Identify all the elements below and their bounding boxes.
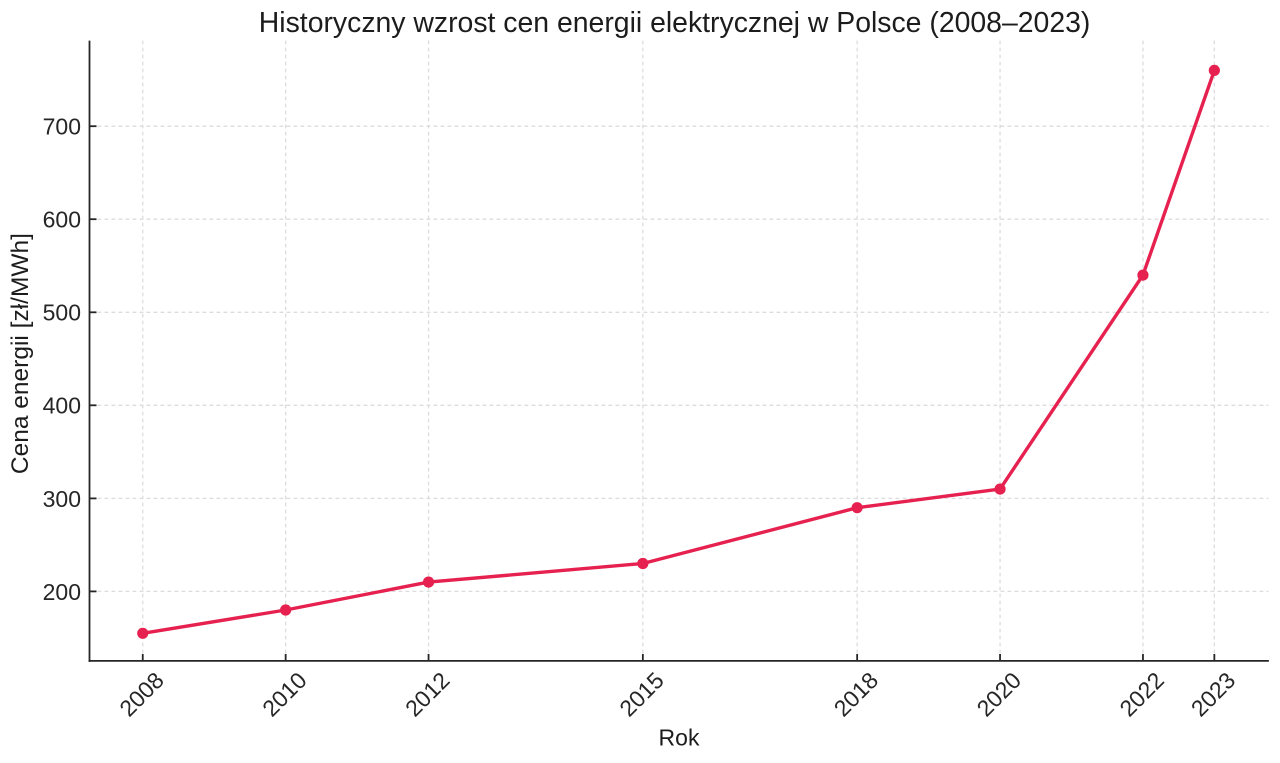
svg-text:Cena energii [zł/MWh]: Cena energii [zł/MWh] [7, 233, 34, 474]
svg-text:700: 700 [43, 114, 81, 140]
svg-text:600: 600 [43, 207, 81, 233]
svg-text:200: 200 [43, 579, 81, 605]
svg-text:400: 400 [43, 393, 81, 419]
svg-text:Rok: Rok [659, 725, 700, 751]
svg-text:500: 500 [43, 300, 81, 326]
svg-text:Historyczny wzrost cen energii: Historyczny wzrost cen energii elektrycz… [259, 7, 1091, 39]
svg-text:300: 300 [43, 486, 81, 512]
